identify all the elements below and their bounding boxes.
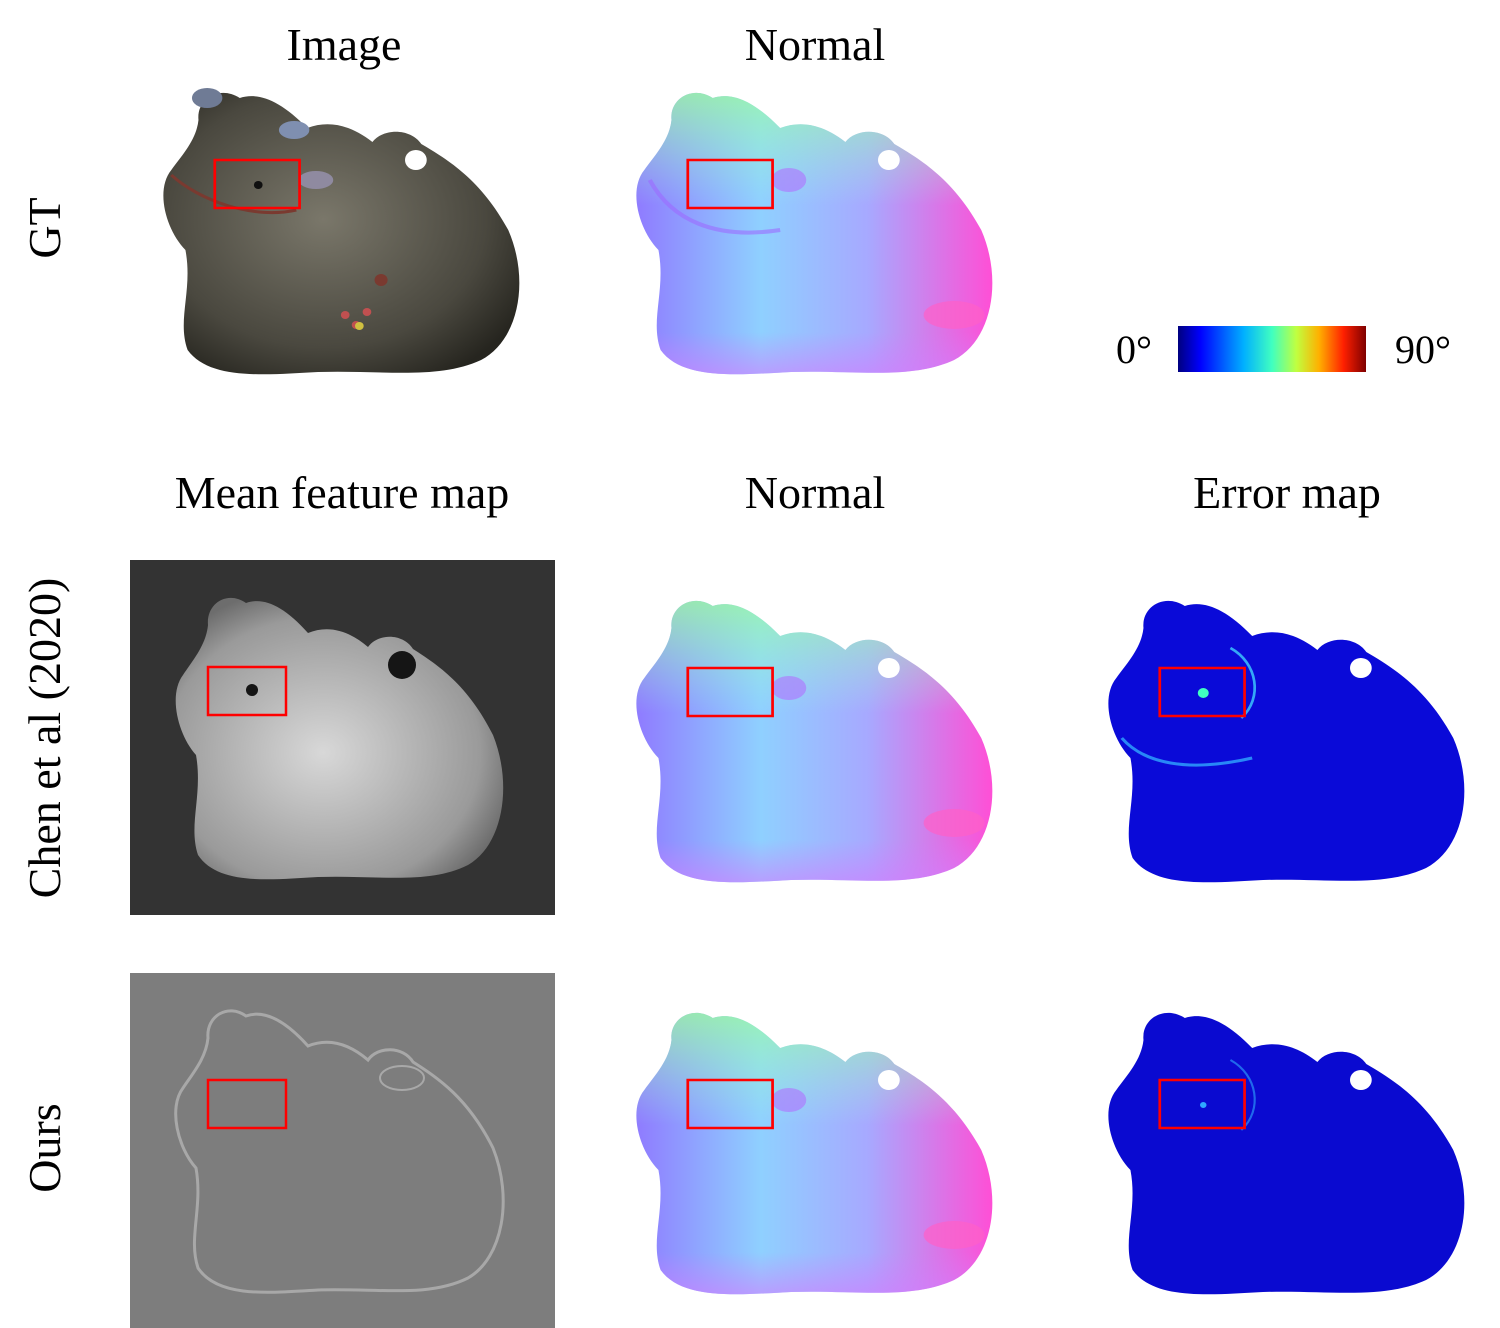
highlight-box	[686, 158, 774, 210]
header-error-map: Error map	[1193, 467, 1381, 518]
ours-feature-map-panel	[130, 973, 555, 1328]
colorbar-min-label: 0°	[1116, 327, 1152, 372]
chen-feature-map-panel	[130, 560, 555, 915]
highlight-box	[213, 158, 301, 210]
row-label-ours: Ours	[19, 1103, 70, 1193]
gt-normal-panel	[628, 80, 1003, 380]
row-label-chen: Chen et al (2020)	[19, 577, 70, 899]
row-label-gt: GT	[19, 197, 70, 259]
header-normal: Normal	[744, 467, 886, 518]
highlight-box	[206, 665, 288, 717]
highlight-box	[686, 1078, 774, 1130]
colorbar	[1178, 326, 1366, 372]
colorbar-max-label: 90°	[1395, 327, 1451, 372]
highlight-box	[1158, 1078, 1246, 1130]
chen-error-map-panel	[1100, 588, 1475, 888]
ours-error-map-panel	[1100, 1000, 1475, 1300]
chen-normal-panel	[628, 588, 1003, 888]
highlight-box	[686, 666, 774, 718]
gt-image-panel	[155, 80, 530, 380]
ours-normal-panel	[628, 1000, 1003, 1300]
header-image: Image	[286, 19, 402, 70]
header-normal-top: Normal	[744, 19, 886, 70]
header-mean-feature-map: Mean feature map	[174, 467, 510, 518]
highlight-box	[206, 1078, 288, 1130]
highlight-box	[1158, 666, 1246, 718]
